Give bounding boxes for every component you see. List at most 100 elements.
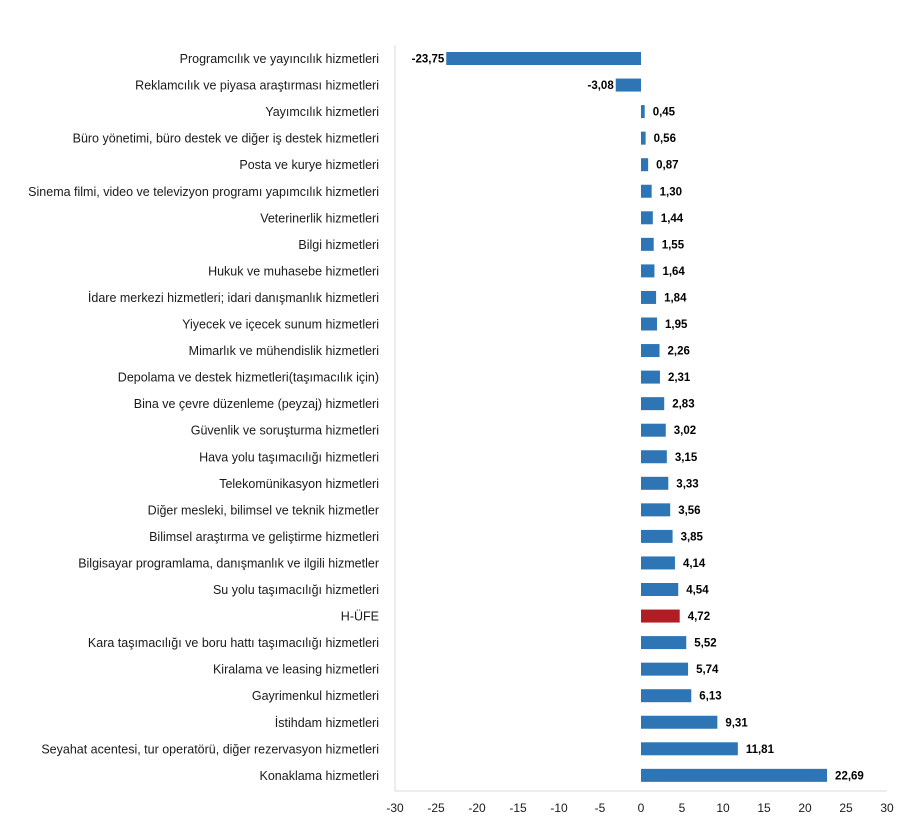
data-label: 22,69 bbox=[835, 770, 864, 782]
bar-highlight bbox=[641, 609, 680, 623]
data-label: 0,87 bbox=[656, 160, 678, 172]
bar bbox=[641, 423, 666, 437]
data-label: 2,31 bbox=[668, 372, 691, 384]
bar bbox=[641, 583, 679, 596]
data-label: 2,83 bbox=[672, 399, 694, 411]
x-tick-label: -25 bbox=[427, 801, 445, 815]
category-label: Posta ve kurye hizmetleri bbox=[239, 158, 379, 172]
category-label: İstihdam hizmetleri bbox=[275, 716, 379, 730]
bar bbox=[641, 397, 665, 411]
category-label: Veterinerlik hizmetleri bbox=[260, 211, 379, 225]
bar bbox=[641, 131, 646, 145]
data-label: 9,31 bbox=[725, 717, 748, 729]
data-label: 3,02 bbox=[674, 425, 696, 437]
bar bbox=[641, 237, 654, 251]
category-label: Bilgi hizmetleri bbox=[298, 238, 379, 252]
data-label: 6,13 bbox=[699, 691, 721, 703]
x-tick-label: 25 bbox=[839, 801, 853, 815]
x-tick-label: -30 bbox=[386, 801, 404, 815]
bar bbox=[641, 636, 687, 650]
category-label: Diğer mesleki, bilimsel ve teknik hizmet… bbox=[148, 503, 379, 517]
x-tick-label: 15 bbox=[757, 801, 771, 815]
data-label: 3,56 bbox=[678, 505, 700, 517]
data-label: 3,85 bbox=[681, 531, 704, 543]
category-label: Seyahat acentesi, tur operatörü, diğer r… bbox=[41, 742, 379, 756]
bar bbox=[641, 211, 653, 225]
bar bbox=[641, 503, 671, 517]
x-tick-label: 10 bbox=[716, 801, 730, 815]
bar bbox=[641, 529, 673, 543]
x-tick-label: -20 bbox=[468, 801, 486, 815]
data-label: 3,33 bbox=[676, 478, 698, 490]
x-tick-label: 0 bbox=[638, 801, 645, 815]
data-label: 1,55 bbox=[662, 239, 685, 251]
data-label: -3,08 bbox=[588, 80, 615, 92]
category-label: Gayrimenkul hizmetleri bbox=[252, 689, 379, 703]
x-tick-label: 5 bbox=[679, 801, 686, 815]
data-label: 1,44 bbox=[661, 213, 684, 225]
bar bbox=[641, 556, 675, 570]
bar bbox=[641, 662, 689, 676]
bar bbox=[641, 184, 652, 198]
category-label: Hava yolu taşımacılığı hizmetleri bbox=[199, 450, 379, 464]
x-tick-label: -10 bbox=[550, 801, 568, 815]
category-label: Mimarlık ve mühendislik hizmetleri bbox=[189, 344, 379, 358]
bar bbox=[615, 78, 641, 92]
data-label: 5,52 bbox=[694, 638, 716, 650]
category-label: Su yolu taşımacılığı hizmetleri bbox=[213, 583, 379, 597]
category-label: İdare merkezi hizmetleri; idari danışman… bbox=[88, 291, 379, 305]
category-label: Sinema filmi, video ve televizyon progra… bbox=[28, 185, 379, 199]
data-label: 4,14 bbox=[683, 558, 706, 570]
category-label: Bilgisayar programlama, danışmanlık ve i… bbox=[78, 556, 379, 570]
bar bbox=[641, 370, 660, 384]
data-label: 1,30 bbox=[660, 186, 682, 198]
category-label: Güvenlik ve soruşturma hizmetleri bbox=[191, 424, 379, 438]
category-label: Reklamcılık ve piyasa araştırması hizmet… bbox=[135, 79, 379, 93]
x-tick-label: -5 bbox=[595, 801, 606, 815]
data-label: 4,54 bbox=[686, 585, 709, 597]
bar bbox=[641, 742, 738, 756]
bar bbox=[641, 689, 692, 703]
bar bbox=[641, 105, 645, 119]
category-label: Yiyecek ve içecek sunum hizmetleri bbox=[182, 318, 379, 332]
bars-layer bbox=[446, 52, 828, 782]
data-label: 0,45 bbox=[653, 107, 676, 119]
data-label: 11,81 bbox=[746, 744, 775, 756]
category-label: Kara taşımacılığı ve boru hattı taşımacı… bbox=[88, 636, 379, 650]
data-label: 1,64 bbox=[662, 266, 685, 278]
category-label: Hukuk ve muhasebe hizmetleri bbox=[208, 264, 379, 278]
bar bbox=[641, 450, 667, 464]
bar bbox=[446, 52, 641, 65]
labels-layer: Programcılık ve yayıncılık hizmetleri -23… bbox=[28, 52, 864, 783]
x-tick-label: 30 bbox=[880, 801, 894, 815]
bar bbox=[641, 264, 655, 278]
data-label: 1,95 bbox=[665, 319, 688, 331]
data-label: 0,56 bbox=[654, 133, 676, 145]
category-label: Yayımcılık hizmetleri bbox=[265, 105, 379, 119]
bar bbox=[641, 344, 660, 358]
bar bbox=[641, 768, 828, 782]
data-label: 2,26 bbox=[668, 346, 690, 358]
category-label: Konaklama hizmetleri bbox=[260, 769, 380, 783]
category-label: Telekomünikasyon hizmetleri bbox=[219, 477, 379, 491]
category-label: Bilimsel araştırma ve geliştirme hizmetl… bbox=[149, 530, 379, 544]
bar bbox=[641, 158, 649, 172]
data-label: 1,84 bbox=[664, 292, 687, 304]
x-tick-label: -15 bbox=[509, 801, 527, 815]
category-label: Büro yönetimi, büro destek ve diğer iş d… bbox=[73, 132, 379, 146]
bar bbox=[641, 715, 718, 729]
data-label: 3,15 bbox=[675, 452, 698, 464]
category-label: Depolama ve destek hizmetleri(taşımacılı… bbox=[118, 371, 379, 385]
x-tick-label: 20 bbox=[798, 801, 812, 815]
data-label: -23,75 bbox=[412, 54, 445, 66]
data-label: 4,72 bbox=[688, 611, 710, 623]
category-label: Kiralama ve leasing hizmetleri bbox=[213, 663, 379, 677]
axis-layer: -30 -25 -20 -15 -10 -5 0 5 10 15 20 25 30 bbox=[386, 45, 894, 815]
bar bbox=[641, 290, 657, 304]
data-label: 5,74 bbox=[696, 664, 719, 676]
bar bbox=[641, 317, 657, 331]
category-label: H-ÜFE bbox=[341, 610, 379, 624]
category-label: Programcılık ve yayıncılık hizmetleri bbox=[180, 52, 379, 66]
category-label: Bina ve çevre düzenleme (peyzaj) hizmetl… bbox=[134, 397, 379, 411]
bar bbox=[641, 476, 669, 490]
